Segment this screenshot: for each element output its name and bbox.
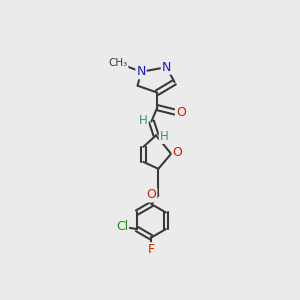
Text: F: F (148, 243, 155, 256)
Text: Cl: Cl (116, 220, 128, 233)
Text: O: O (146, 188, 156, 201)
Text: O: O (176, 106, 186, 119)
Text: O: O (172, 146, 182, 159)
Text: H: H (139, 114, 148, 127)
Text: CH₃: CH₃ (108, 58, 128, 68)
Text: N: N (136, 65, 146, 78)
Text: N: N (162, 61, 171, 74)
Text: H: H (160, 130, 169, 143)
